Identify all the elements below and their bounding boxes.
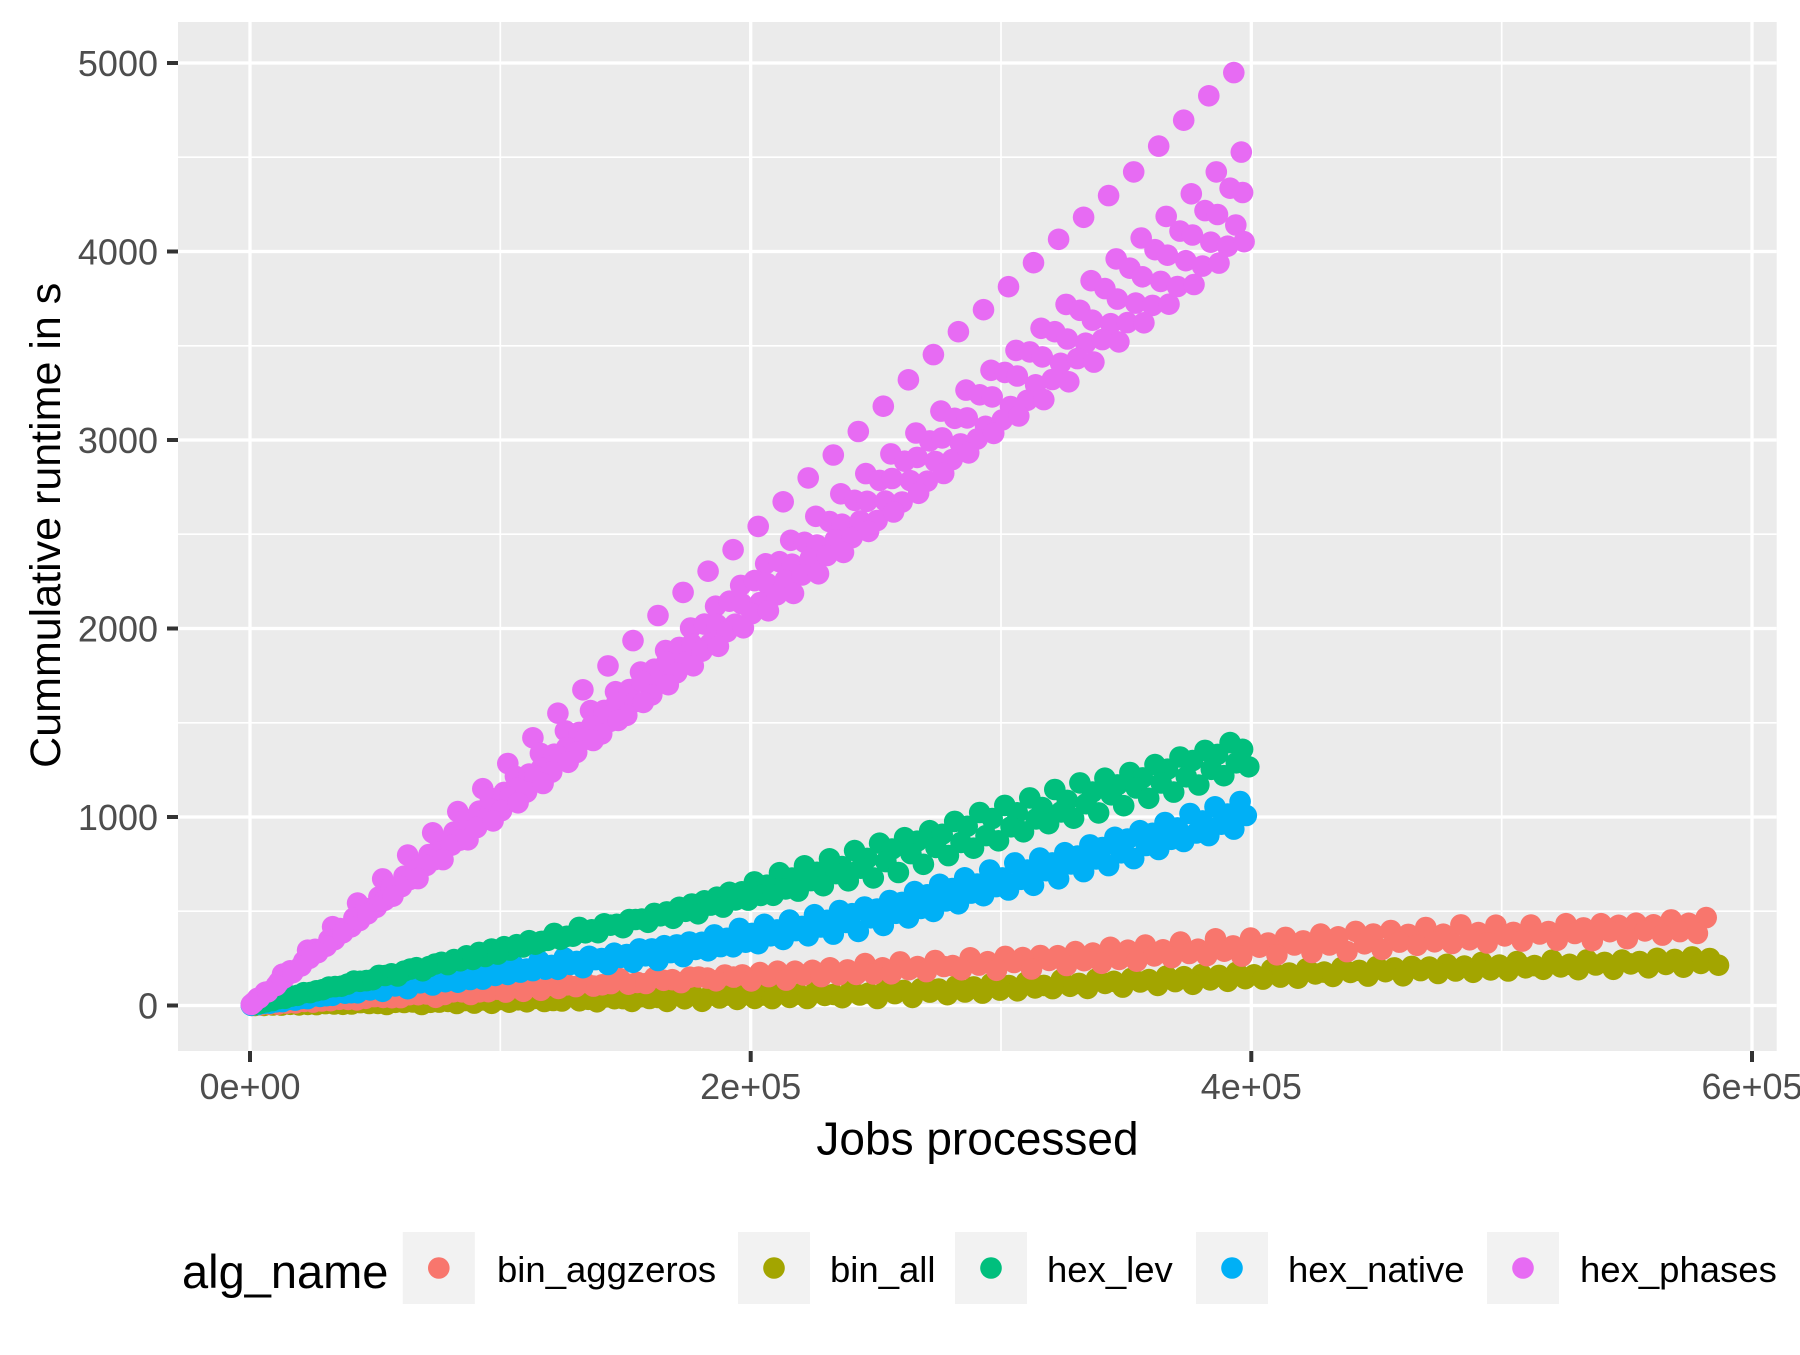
svg-text:hex_lev: hex_lev: [1047, 1249, 1174, 1290]
svg-text:hex_native: hex_native: [1288, 1249, 1465, 1290]
svg-text:4e+05: 4e+05: [1201, 1066, 1302, 1107]
svg-text:bin_aggzeros: bin_aggzeros: [497, 1249, 716, 1290]
svg-text:4000: 4000: [78, 231, 158, 272]
svg-text:Jobs processed: Jobs processed: [816, 1112, 1138, 1164]
svg-text:2000: 2000: [78, 608, 158, 649]
svg-text:5000: 5000: [78, 43, 158, 84]
svg-text:Cummulative runtime in s: Cummulative runtime in s: [22, 283, 70, 768]
svg-text:0e+00: 0e+00: [199, 1066, 300, 1107]
svg-text:hex_phases: hex_phases: [1580, 1249, 1777, 1290]
svg-text:6e+05: 6e+05: [1701, 1066, 1800, 1107]
svg-text:2e+05: 2e+05: [700, 1066, 801, 1107]
svg-text:0: 0: [138, 985, 158, 1026]
svg-text:alg_name: alg_name: [182, 1245, 388, 1298]
svg-text:bin_all: bin_all: [830, 1249, 936, 1290]
svg-text:1000: 1000: [78, 797, 158, 838]
svg-text:3000: 3000: [78, 420, 158, 461]
